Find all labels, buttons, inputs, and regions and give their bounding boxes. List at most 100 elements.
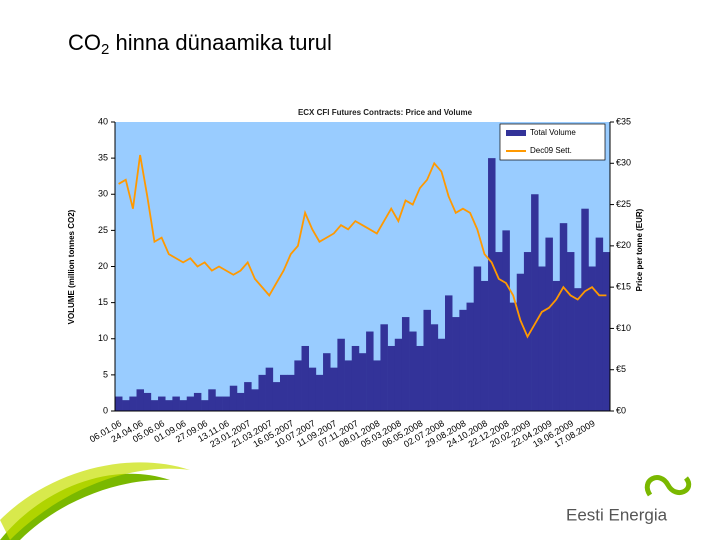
bar — [215, 396, 223, 411]
bar — [344, 360, 353, 411]
bar — [488, 158, 496, 411]
bar — [301, 345, 309, 411]
bar — [280, 374, 288, 411]
y2-tick-label: €30 — [616, 158, 631, 168]
bar — [115, 396, 123, 411]
bar — [523, 252, 532, 411]
bar — [129, 396, 137, 411]
bar — [308, 367, 317, 411]
bar — [143, 392, 152, 411]
bar — [531, 194, 539, 411]
legend-swatch — [506, 130, 526, 136]
bar — [186, 396, 195, 411]
bar — [380, 324, 388, 411]
bar — [244, 382, 252, 411]
bar — [559, 223, 568, 411]
y-tick-label: 30 — [98, 189, 108, 199]
y-tick-label: 40 — [98, 116, 108, 126]
bar — [495, 252, 503, 411]
logo-text: Eesti Energia — [566, 505, 668, 524]
y-axis-label: VOLUME (million tonnes CO2) — [67, 209, 76, 324]
bar — [401, 317, 410, 411]
bar — [337, 338, 345, 411]
bar — [150, 400, 159, 411]
y2-tick-label: €20 — [616, 240, 631, 250]
bar — [473, 266, 482, 411]
bar — [502, 230, 510, 411]
bar — [602, 252, 611, 411]
bar — [172, 396, 180, 411]
decor-swoosh — [0, 462, 190, 540]
bar — [394, 338, 403, 411]
bar — [387, 345, 396, 411]
bar — [351, 345, 360, 411]
bar — [466, 302, 474, 411]
slide-title: CO2 hinna dünaamika turul — [68, 30, 332, 58]
y2-axis-label: Price per tonne (EUR) — [635, 208, 644, 291]
title-main: CO — [68, 30, 101, 55]
bar — [136, 389, 144, 411]
bar — [545, 237, 553, 411]
bar — [122, 400, 130, 411]
bar — [423, 309, 431, 411]
bar — [251, 389, 259, 411]
chart-title: ECX CFI Futures Contracts: Price and Vol… — [298, 108, 473, 117]
bar — [222, 396, 231, 411]
bar — [358, 353, 367, 411]
price-line — [118, 154, 607, 339]
y-tick-label: 10 — [98, 333, 108, 343]
bar — [509, 302, 518, 411]
y2-tick-label: €10 — [616, 323, 631, 333]
bar — [179, 400, 188, 411]
title-sub: 2 — [101, 41, 109, 58]
y2-tick-label: €0 — [616, 405, 626, 415]
bar — [193, 392, 202, 411]
bar — [294, 360, 302, 411]
legend: Total Volume Dec09 Sett. — [499, 123, 606, 161]
y2-tick-label: €25 — [616, 199, 631, 209]
bar — [315, 374, 324, 411]
y2-tick-label: €35 — [616, 116, 631, 126]
bar — [366, 331, 374, 411]
bar — [588, 266, 596, 411]
y-tick-label: 20 — [98, 261, 108, 271]
bar — [158, 396, 166, 411]
bar — [574, 288, 582, 411]
bar — [445, 295, 453, 411]
bar — [373, 360, 381, 411]
bar — [538, 266, 546, 411]
bar — [409, 331, 417, 411]
bar — [272, 382, 281, 411]
bar — [416, 345, 424, 411]
bar — [437, 338, 446, 411]
bar — [208, 389, 216, 411]
y-tick-label: 15 — [98, 297, 108, 307]
bar — [265, 367, 274, 411]
bar — [236, 392, 245, 411]
title-rest: hinna dünaamika turul — [109, 30, 332, 55]
y2-tick-label: €15 — [616, 282, 631, 292]
bar — [323, 353, 331, 411]
y-tick-label: 25 — [98, 225, 108, 235]
bar — [430, 324, 439, 411]
bar — [287, 374, 295, 411]
logo-mark — [644, 475, 692, 497]
logo: Eesti Energia — [566, 475, 692, 524]
bar — [452, 317, 460, 411]
bar — [201, 400, 209, 411]
bar — [330, 367, 338, 411]
y-tick-label: 5 — [103, 369, 108, 379]
bar — [552, 280, 561, 411]
legend-label: Dec09 Sett. — [530, 146, 572, 155]
bar — [480, 280, 489, 411]
bar — [258, 374, 266, 411]
bar — [516, 273, 525, 411]
bar — [595, 237, 604, 411]
bar — [581, 208, 589, 411]
y2-tick-label: €5 — [616, 364, 626, 374]
bar — [566, 252, 575, 411]
bar — [229, 385, 238, 411]
bar — [459, 309, 467, 411]
